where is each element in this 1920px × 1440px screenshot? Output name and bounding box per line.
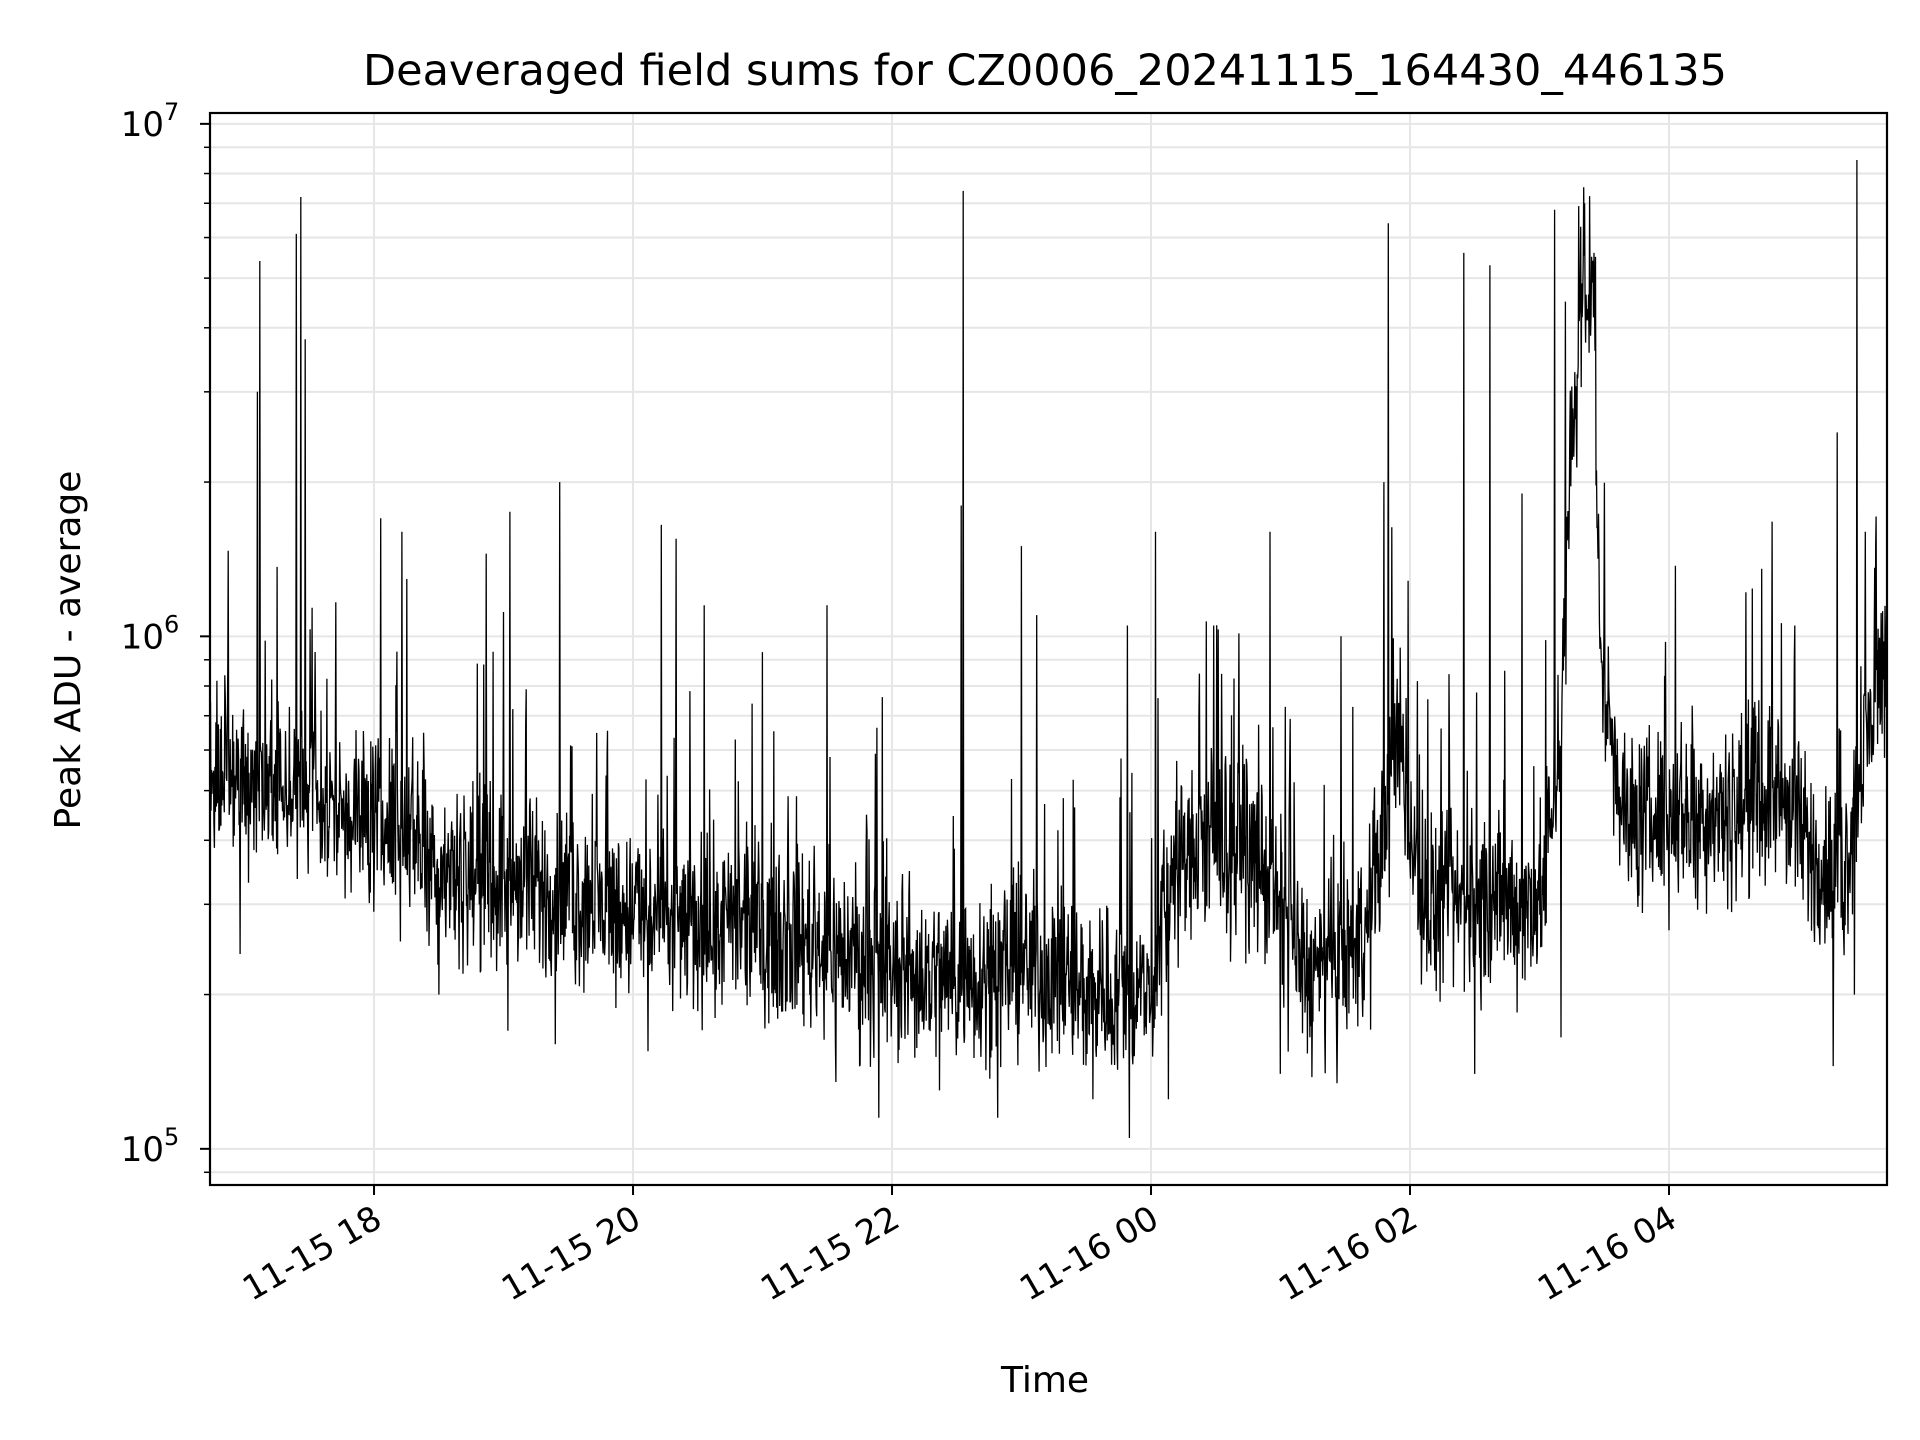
x-axis-label: Time: [1000, 1360, 1089, 1401]
series-line: [209, 159, 1888, 1139]
series-path: [209, 159, 1888, 1139]
grid: [210, 113, 1887, 1185]
y-tick-label: 106: [121, 610, 180, 657]
axes-frame: [208, 111, 1889, 1187]
y-tick-label: 107: [121, 98, 180, 145]
y-tick-label: 105: [121, 1123, 180, 1170]
y-axis-label: Peak ADU - average: [48, 471, 89, 830]
chart-title: Deaveraged field sums for CZ0006_2024111…: [363, 46, 1727, 96]
